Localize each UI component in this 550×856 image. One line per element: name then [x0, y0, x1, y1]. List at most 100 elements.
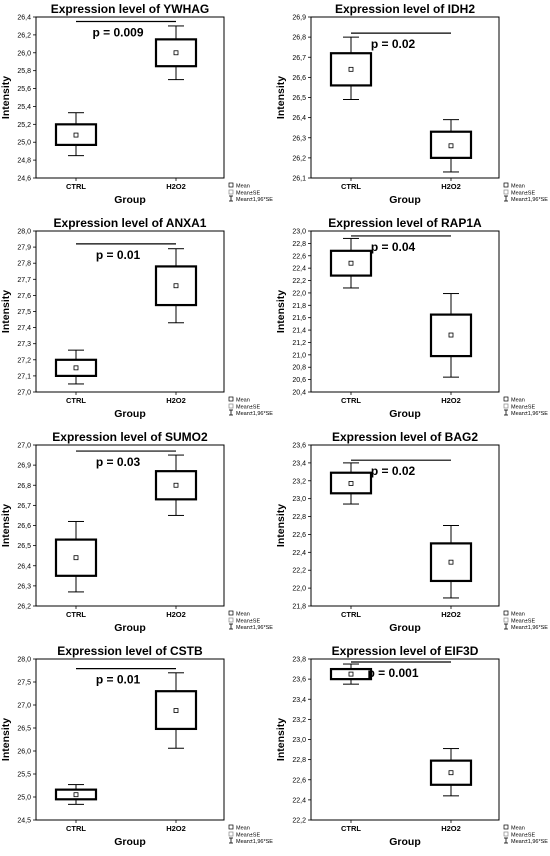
plot-frame [310, 658, 500, 821]
plot-frame [310, 230, 500, 393]
plot-frame [310, 444, 500, 607]
chart-title: Expression level of RAP1A [328, 216, 482, 230]
mean-marker [448, 770, 454, 776]
y-tick-label: 26,5 [292, 95, 306, 102]
y-tick-label: 23,6 [292, 443, 306, 450]
chart-panel: Expression level of ANXA1 27,0 27,1 27,2 27,… [0, 214, 275, 428]
legend-se-label: Mean±SE [236, 833, 260, 839]
mean-marker [448, 143, 454, 149]
legend-mean-label: Mean [236, 398, 250, 404]
chart-title: Expression level of EIF3D [332, 644, 479, 658]
p-value-label: p = 0.04 [371, 240, 416, 254]
y-axis-label: Intensity [0, 290, 12, 333]
y-tick-label: 28,0 [17, 229, 31, 236]
legend-se-marker [228, 403, 234, 409]
box-group [154, 672, 198, 749]
y-tick-label: 27,8 [17, 261, 31, 268]
legend-ci-label: Mean±1,96*SE [236, 625, 273, 631]
y-tick-label: 23,8 [292, 657, 306, 664]
y-axis-label: Intensity [0, 718, 12, 761]
y-tick-label: 27,0 [17, 703, 31, 710]
chart-title: Expression level of ANXA1 [54, 216, 207, 230]
y-tick-label: 25,5 [17, 772, 31, 779]
y-tick-label: 26,2 [17, 604, 31, 611]
p-value-label: p = 0.009 [92, 25, 143, 39]
y-tick-label: 27,0 [17, 390, 31, 397]
y-tick-label: 21,2 [292, 340, 306, 347]
legend-mean-marker [228, 610, 234, 616]
y-tick-label: 26,5 [17, 726, 31, 733]
y-tick-label: 25,4 [17, 104, 31, 111]
y-tick-label: 24,5 [17, 818, 31, 825]
chart-title: Expression level of SUMO2 [52, 430, 208, 444]
y-tick-label: 26,3 [17, 583, 31, 590]
y-tick-label: 25,0 [17, 140, 31, 147]
y-tick-label: 26,4 [292, 115, 306, 122]
y-tick-label: 20,6 [292, 377, 306, 384]
y-axis-label: Intensity [275, 76, 287, 119]
legend-mean-marker [228, 824, 234, 830]
x-axis-label: Group [114, 836, 146, 848]
mean-marker [448, 559, 454, 565]
y-tick-label: 25,0 [17, 795, 31, 802]
y-axis-label: Intensity [0, 76, 12, 119]
legend-mean-label: Mean [511, 612, 525, 618]
y-axis-label: Intensity [275, 718, 287, 761]
legend-ci-label: Mean±1,96*SE [511, 411, 548, 417]
x-tick-label: CTRL [66, 182, 86, 191]
mean-marker [173, 50, 179, 56]
legend-se-label: Mean±SE [511, 619, 535, 625]
x-tick-label: H2O2 [166, 610, 186, 619]
legend-ci-label: Mean±1,96*SE [236, 839, 273, 845]
y-tick-label: 24,8 [17, 158, 31, 165]
legend-se-label: Mean±SE [511, 191, 535, 197]
y-tick-label: 26,9 [292, 15, 306, 22]
y-tick-label: 26,7 [292, 55, 306, 62]
y-tick-label: 27,6 [17, 293, 31, 300]
legend-ci-label: Mean±1,96*SE [236, 197, 273, 203]
legend-mean-label: Mean [236, 826, 250, 832]
y-tick-label: 22,6 [292, 253, 306, 260]
y-tick-label: 26,7 [17, 503, 31, 510]
y-tick-label: 21,8 [292, 303, 306, 310]
box-group [54, 784, 98, 805]
x-axis-label: Group [114, 408, 146, 420]
y-tick-label: 24,6 [17, 176, 31, 183]
x-tick-label: H2O2 [441, 610, 461, 619]
x-tick-label: CTRL [66, 824, 86, 833]
y-tick-label: 20,8 [292, 365, 306, 372]
p-value-label: p = 0.01 [96, 673, 141, 687]
y-tick-label: 23,2 [292, 717, 306, 724]
mean-marker [173, 482, 179, 488]
legend-mean-marker [228, 182, 234, 188]
chart-svg: Expression level of SUMO2 26,2 26,3 26,4 26,… [0, 430, 273, 634]
y-axis-label: Intensity [275, 290, 287, 333]
y-tick-label: 21,4 [292, 328, 306, 335]
y-tick-label: 27,4 [17, 325, 31, 332]
legend-se-marker [228, 831, 234, 837]
y-tick-label: 22,8 [292, 514, 306, 521]
y-tick-label: 26,0 [17, 749, 31, 756]
chart-panel: Expression level of IDH2 26,1 26,2 26,3 26,4… [275, 0, 550, 214]
box-group [154, 454, 198, 516]
box-group [429, 119, 473, 173]
y-tick-label: 25,6 [17, 86, 31, 93]
y-tick-label: 20,4 [292, 390, 306, 397]
legend-mean-label: Mean [236, 184, 250, 190]
y-axis-label: Intensity [0, 504, 12, 547]
y-tick-label: 26,9 [17, 463, 31, 470]
x-tick-label: H2O2 [441, 824, 461, 833]
mean-marker [348, 66, 354, 72]
box-group [329, 462, 373, 505]
y-tick-label: 26,0 [17, 50, 31, 57]
x-axis-label: Group [389, 408, 421, 420]
y-tick-label: 22,6 [292, 777, 306, 784]
y-tick-label: 26,1 [292, 176, 306, 183]
x-axis-label: Group [114, 194, 146, 206]
x-tick-label: CTRL [66, 610, 86, 619]
